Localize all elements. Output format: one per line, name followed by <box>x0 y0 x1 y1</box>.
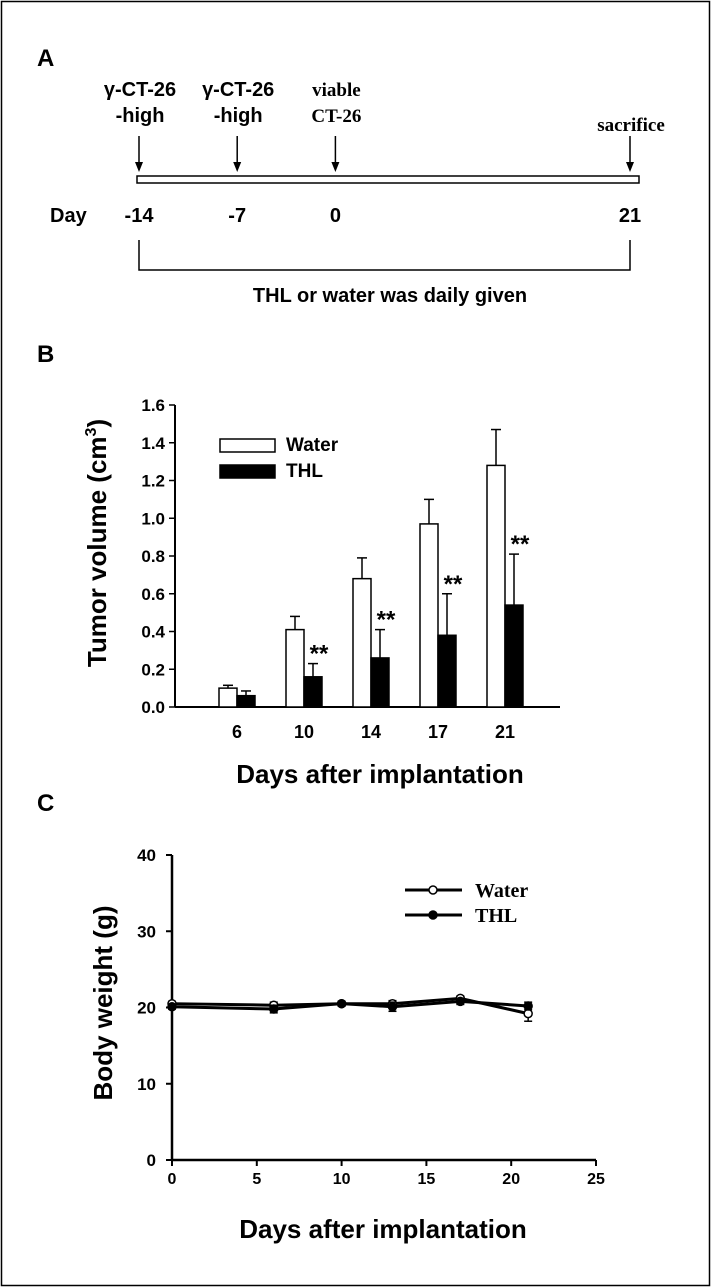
body-weight-series <box>167 993 533 1022</box>
x-tick-label: 10 <box>294 722 314 742</box>
timeline-event-label: CT-26 <box>311 106 361 127</box>
water-bar <box>285 628 305 708</box>
thl-marker <box>523 1001 533 1011</box>
y-tick-label: 0.0 <box>141 698 165 717</box>
tumor-volume-chart: 0.00.20.40.60.81.01.21.41.66 10 14 17 21 ***… <box>82 396 560 789</box>
x-tick-label: 17 <box>428 722 448 742</box>
thl-marker <box>387 1001 398 1012</box>
thl-bar <box>303 676 323 708</box>
water-bar <box>486 464 506 708</box>
panel-label-c: C <box>37 790 54 817</box>
thl-marker <box>269 1004 279 1014</box>
significance-marker: ** <box>511 531 530 558</box>
thl-bar <box>370 657 390 708</box>
significance-marker: ** <box>377 607 396 634</box>
timeline-arrow-head <box>135 162 143 172</box>
y-label-superscript: 3 <box>83 427 100 436</box>
y-tick-label: 1.6 <box>141 396 165 415</box>
legend-label: Water <box>475 880 528 902</box>
thl-bar <box>504 604 524 708</box>
y-tick-label: 1.2 <box>141 472 165 491</box>
y-tick-label: 0 <box>147 1151 156 1170</box>
water-bar <box>352 577 372 708</box>
x-tick-label: 20 <box>502 1171 520 1188</box>
y-tick-label: 20 <box>137 999 156 1018</box>
body-weight-y-label: Body weight (g) <box>88 906 118 1101</box>
y-label-text: Tumor volume (cm <box>82 436 112 667</box>
thl-marker <box>455 996 466 1007</box>
x-tick-label: 21 <box>495 722 515 742</box>
water-marker <box>523 1008 533 1019</box>
body-weight-legend: Water THL <box>405 880 528 927</box>
x-tick-label: 6 <box>232 722 242 742</box>
thl-bar <box>437 634 457 708</box>
timeline-event-label: viable <box>312 80 361 101</box>
significance-marker: ** <box>444 571 463 598</box>
body-weight-x-label: Days after implantation <box>239 1214 527 1244</box>
timeline-event-label: γ-CT-26 <box>202 79 274 101</box>
thl-line <box>171 999 529 1011</box>
water-bar <box>218 687 238 708</box>
x-tick-label: 15 <box>418 1171 436 1188</box>
y-label-close: ) <box>82 419 112 428</box>
thl-marker <box>167 1001 177 1012</box>
body-weight-axes: 0 10 20 30 40 0 5 10 15 20 25 <box>137 846 605 1188</box>
y-tick-label: 40 <box>137 846 156 865</box>
thl-bar <box>236 694 256 708</box>
timeline-bar <box>136 175 640 184</box>
timeline-events: γ-CT-26 -high -14 γ-CT-26 -high -7 viable CT-26… <box>104 79 665 227</box>
legend-swatch <box>219 438 276 453</box>
y-tick-label: 0.2 <box>141 660 165 679</box>
y-tick-label: 10 <box>137 1075 156 1094</box>
timeline-day-tick: -14 <box>125 205 155 227</box>
timeline-day-tick: 0 <box>330 205 341 227</box>
legend-label: THL <box>286 461 323 482</box>
x-tick-label: 10 <box>333 1171 351 1188</box>
legend-swatch <box>219 464 276 479</box>
x-tick-label: 14 <box>361 722 381 742</box>
tumor-volume-legend: Water THL <box>219 435 339 482</box>
day-label: Day <box>50 205 88 227</box>
timeline-event-label: sacrifice <box>597 115 665 136</box>
timeline-diagram: Day γ-CT-26 -high -14 γ-CT-26 -high -7 viable C… <box>50 79 665 307</box>
timeline-arrow-head <box>233 162 242 172</box>
x-tick-label: 0 <box>168 1171 177 1188</box>
legend-label: Water <box>286 435 339 456</box>
timeline-day-tick: -7 <box>228 205 246 227</box>
y-tick-label: 0.4 <box>141 623 165 642</box>
timeline-day-tick: 21 <box>619 205 641 227</box>
treatment-bracket <box>138 240 631 271</box>
treatment-label: THL or water was daily given <box>253 285 527 307</box>
panel-label-a: A <box>37 45 54 72</box>
body-weight-chart: 0 10 20 30 40 0 5 10 15 20 25 Water THL Body weight… <box>88 846 605 1244</box>
tumor-volume-bars: ** ** ** ** <box>218 428 530 708</box>
timeline-event-label: -high <box>214 105 263 127</box>
timeline-arrow-head <box>331 162 340 172</box>
legend-marker <box>428 910 438 920</box>
timeline-arrow-head <box>626 162 634 172</box>
y-tick-label: 1.0 <box>141 509 165 528</box>
significance-marker: ** <box>310 641 329 668</box>
y-tick-label: 30 <box>137 922 156 941</box>
y-tick-label: 0.6 <box>141 585 165 604</box>
y-tick-label: 0.8 <box>141 547 165 566</box>
thl-marker <box>336 998 347 1009</box>
timeline-event-label: γ-CT-26 <box>104 79 176 101</box>
tumor-volume-x-label: Days after implantation <box>236 759 524 789</box>
legend-marker <box>428 885 438 895</box>
x-tick-label: 25 <box>587 1171 605 1188</box>
timeline-event-label: -high <box>116 105 165 127</box>
legend-label: THL <box>475 905 517 927</box>
panel-label-b: B <box>37 341 54 368</box>
tumor-volume-y-label: Tumor volume (cm3) <box>82 419 112 667</box>
y-tick-label: 1.4 <box>141 434 165 453</box>
water-bar <box>419 523 439 708</box>
x-tick-label: 5 <box>252 1171 261 1188</box>
